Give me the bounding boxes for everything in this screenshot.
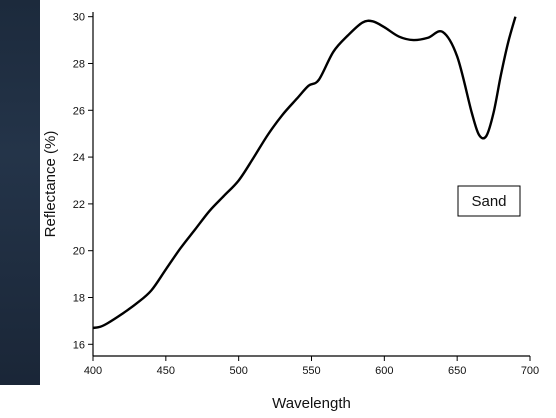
background-texture-strip bbox=[0, 0, 40, 385]
y-tick-label: 22 bbox=[73, 199, 85, 211]
y-axis-ticks: 16 18 20 22 24 26 28 30 bbox=[73, 12, 93, 351]
x-axis-ticks: 400 450 500 550 600 650 700 bbox=[84, 356, 539, 377]
y-tick-label: 28 bbox=[73, 58, 85, 70]
y-tick-label: 20 bbox=[73, 246, 85, 258]
y-axis-title: Reflectance (%) bbox=[42, 131, 59, 238]
x-tick-label: 500 bbox=[229, 365, 247, 377]
series-line-sand bbox=[92, 16, 517, 330]
x-tick-label: 600 bbox=[375, 365, 393, 377]
series-layer bbox=[92, 16, 517, 330]
legend-label-sand: Sand bbox=[471, 193, 506, 210]
y-tick-label: 24 bbox=[73, 152, 85, 164]
x-tick-label: 700 bbox=[521, 365, 539, 377]
y-tick-label: 18 bbox=[73, 292, 85, 304]
x-tick-label: 550 bbox=[302, 365, 320, 377]
y-tick-label: 26 bbox=[73, 105, 85, 117]
legend: Sand bbox=[457, 185, 521, 217]
x-tick-label: 650 bbox=[448, 365, 466, 377]
x-axis-title: Wavelength bbox=[272, 395, 351, 412]
x-tick-label: 450 bbox=[157, 365, 175, 377]
legend-box bbox=[457, 185, 521, 217]
x-tick-label: 400 bbox=[84, 365, 102, 377]
y-tick-label: 16 bbox=[73, 339, 85, 351]
y-tick-label: 30 bbox=[73, 12, 85, 24]
